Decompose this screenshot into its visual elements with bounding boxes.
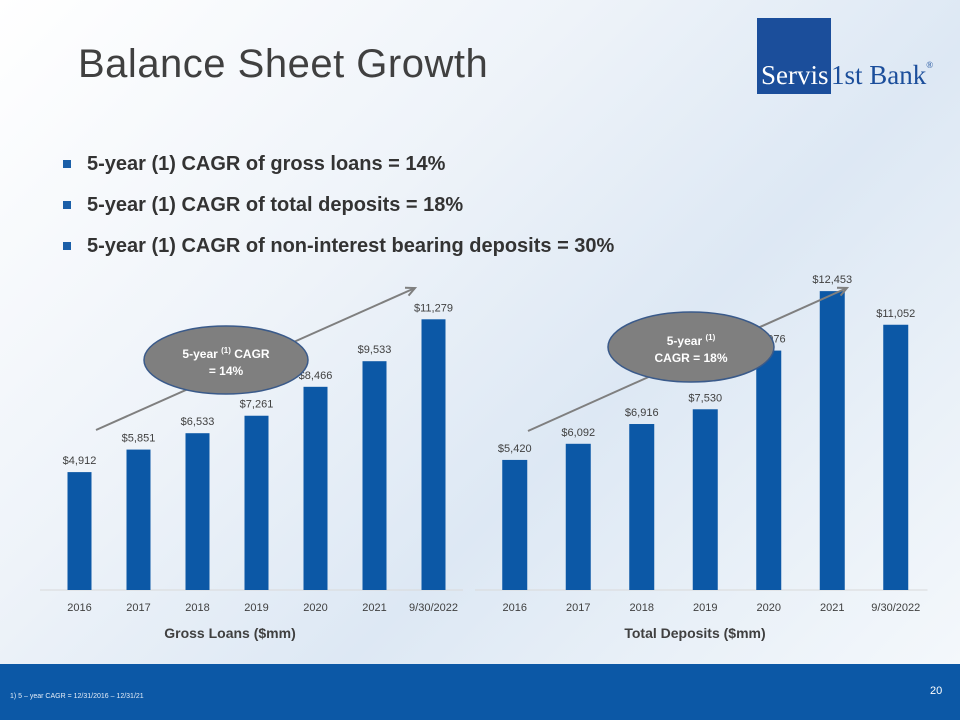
deposits-tick-label: 2018 bbox=[630, 602, 654, 614]
bullet-square-icon bbox=[63, 242, 71, 250]
deposits-bar bbox=[565, 443, 591, 590]
deposits-cagr-line1: 5-year (1) bbox=[667, 333, 716, 348]
bullet-square-icon bbox=[63, 160, 71, 168]
logo-text-servis: Servis bbox=[761, 60, 829, 90]
deposits-tick-label: 9/30/2022 bbox=[871, 602, 920, 614]
deposits-tick-label: 2017 bbox=[566, 602, 590, 614]
loans-data-label: $8,466 bbox=[299, 370, 333, 382]
loans-tick-label: 2017 bbox=[126, 602, 150, 614]
loans-bar bbox=[67, 472, 92, 590]
loans-data-label: $11,279 bbox=[414, 302, 453, 314]
logo-registered-mark: ® bbox=[926, 60, 934, 70]
deposits-bar bbox=[629, 424, 655, 590]
loans-data-label: $4,912 bbox=[63, 455, 97, 467]
bullet-list: 5-year (1) CAGR of gross loans = 14% 5-y… bbox=[63, 150, 614, 273]
deposits-axis-title: Total Deposits ($mm) bbox=[624, 625, 765, 641]
loans-cagr-line2: = 14% bbox=[209, 364, 244, 378]
loans-tick-label: 9/30/2022 bbox=[409, 602, 458, 614]
deposits-data-label: $6,092 bbox=[561, 427, 595, 439]
deposits-data-label: $12,453 bbox=[812, 274, 852, 286]
loans-arrow-head-icon bbox=[404, 286, 418, 297]
deposits-tick-label: 2021 bbox=[820, 602, 844, 614]
loans-bar bbox=[185, 433, 210, 590]
loans-bar bbox=[421, 319, 446, 590]
deposits-data-label: $5,420 bbox=[498, 443, 532, 455]
bullet-text: 5-year (1) CAGR of gross loans = 14% bbox=[87, 153, 446, 175]
deposits-data-label: $11,052 bbox=[876, 308, 915, 320]
loans-data-label: $7,261 bbox=[240, 399, 274, 411]
bullet-text: 5-year (1) CAGR of non-interest bearing … bbox=[87, 235, 615, 257]
loans-bar bbox=[362, 361, 387, 590]
deposits-cagr-line2: CAGR = 18% bbox=[654, 351, 727, 365]
loans-bar bbox=[126, 449, 151, 590]
loans-tick-label: 2016 bbox=[67, 602, 91, 614]
deposits-tick-label: 2016 bbox=[503, 602, 527, 614]
deposits-bar bbox=[502, 459, 528, 590]
deposits-bar bbox=[883, 324, 909, 590]
bullet-text: 5-year (1) CAGR of total deposits = 18% bbox=[87, 194, 464, 216]
loans-tick-label: 2019 bbox=[244, 602, 268, 614]
deposits-data-label: $6,916 bbox=[625, 407, 659, 419]
logo-box bbox=[757, 18, 831, 94]
loans-tick-label: 2021 bbox=[362, 602, 386, 614]
loans-cagr-bubble bbox=[143, 325, 309, 395]
footnote: 1) 5 – year CAGR = 12/31/2016 – 12/31/21 bbox=[10, 693, 144, 700]
total-deposits-chart-svg: $5,420 2016 $6,092 2017 $6,916 2018 $7,530 2019… bbox=[475, 274, 928, 641]
footer-bar bbox=[0, 664, 960, 720]
deposits-cagr-bubble bbox=[607, 311, 775, 383]
loans-data-label: $9,533 bbox=[358, 344, 392, 356]
loans-bar bbox=[303, 386, 328, 590]
loans-tick-label: 2020 bbox=[303, 602, 327, 614]
loans-cagr-line1: 5-year (1) CAGR bbox=[182, 346, 269, 361]
deposits-data-label: $7,530 bbox=[688, 392, 722, 404]
bullet-item: 5-year (1) CAGR of total deposits = 18% bbox=[63, 191, 614, 232]
gross-loans-chart-svg: $4,912 2016 $5,851 2017 $6,533 2018 $7,261 2019… bbox=[40, 286, 463, 641]
logo-text-1st-bank-label: 1st Bank bbox=[831, 60, 927, 90]
servis1st-bank-logo: Servis 1st Bank® bbox=[757, 18, 937, 94]
deposits-arrow-head-icon bbox=[836, 286, 850, 297]
deposits-tick-label: 2020 bbox=[757, 602, 781, 614]
bullet-item: 5-year (1) CAGR of gross loans = 14% bbox=[63, 150, 614, 191]
deposits-bar bbox=[692, 409, 718, 590]
bullet-square-icon bbox=[63, 201, 71, 209]
page-number: 20 bbox=[930, 685, 943, 697]
loans-data-label: $5,851 bbox=[122, 433, 156, 445]
deposits-bar bbox=[819, 291, 845, 590]
loans-data-label: $6,533 bbox=[181, 416, 215, 428]
logo-text-1st-bank: 1st Bank® bbox=[831, 60, 933, 91]
deposits-tick-label: 2019 bbox=[693, 602, 717, 614]
bullet-item: 5-year (1) CAGR of non-interest bearing … bbox=[63, 232, 614, 273]
deposits-bar bbox=[756, 350, 782, 590]
loans-bar bbox=[244, 415, 269, 590]
gross-loans-chart: $4,912 2016 $5,851 2017 $6,533 2018 $7,261 2019… bbox=[40, 280, 470, 655]
slide-title: Balance Sheet Growth bbox=[78, 42, 489, 86]
loans-tick-label: 2018 bbox=[185, 602, 209, 614]
loans-axis-title: Gross Loans ($mm) bbox=[164, 625, 295, 641]
total-deposits-chart: $5,420 2016 $6,092 2017 $6,916 2018 $7,530 2019… bbox=[475, 274, 935, 655]
